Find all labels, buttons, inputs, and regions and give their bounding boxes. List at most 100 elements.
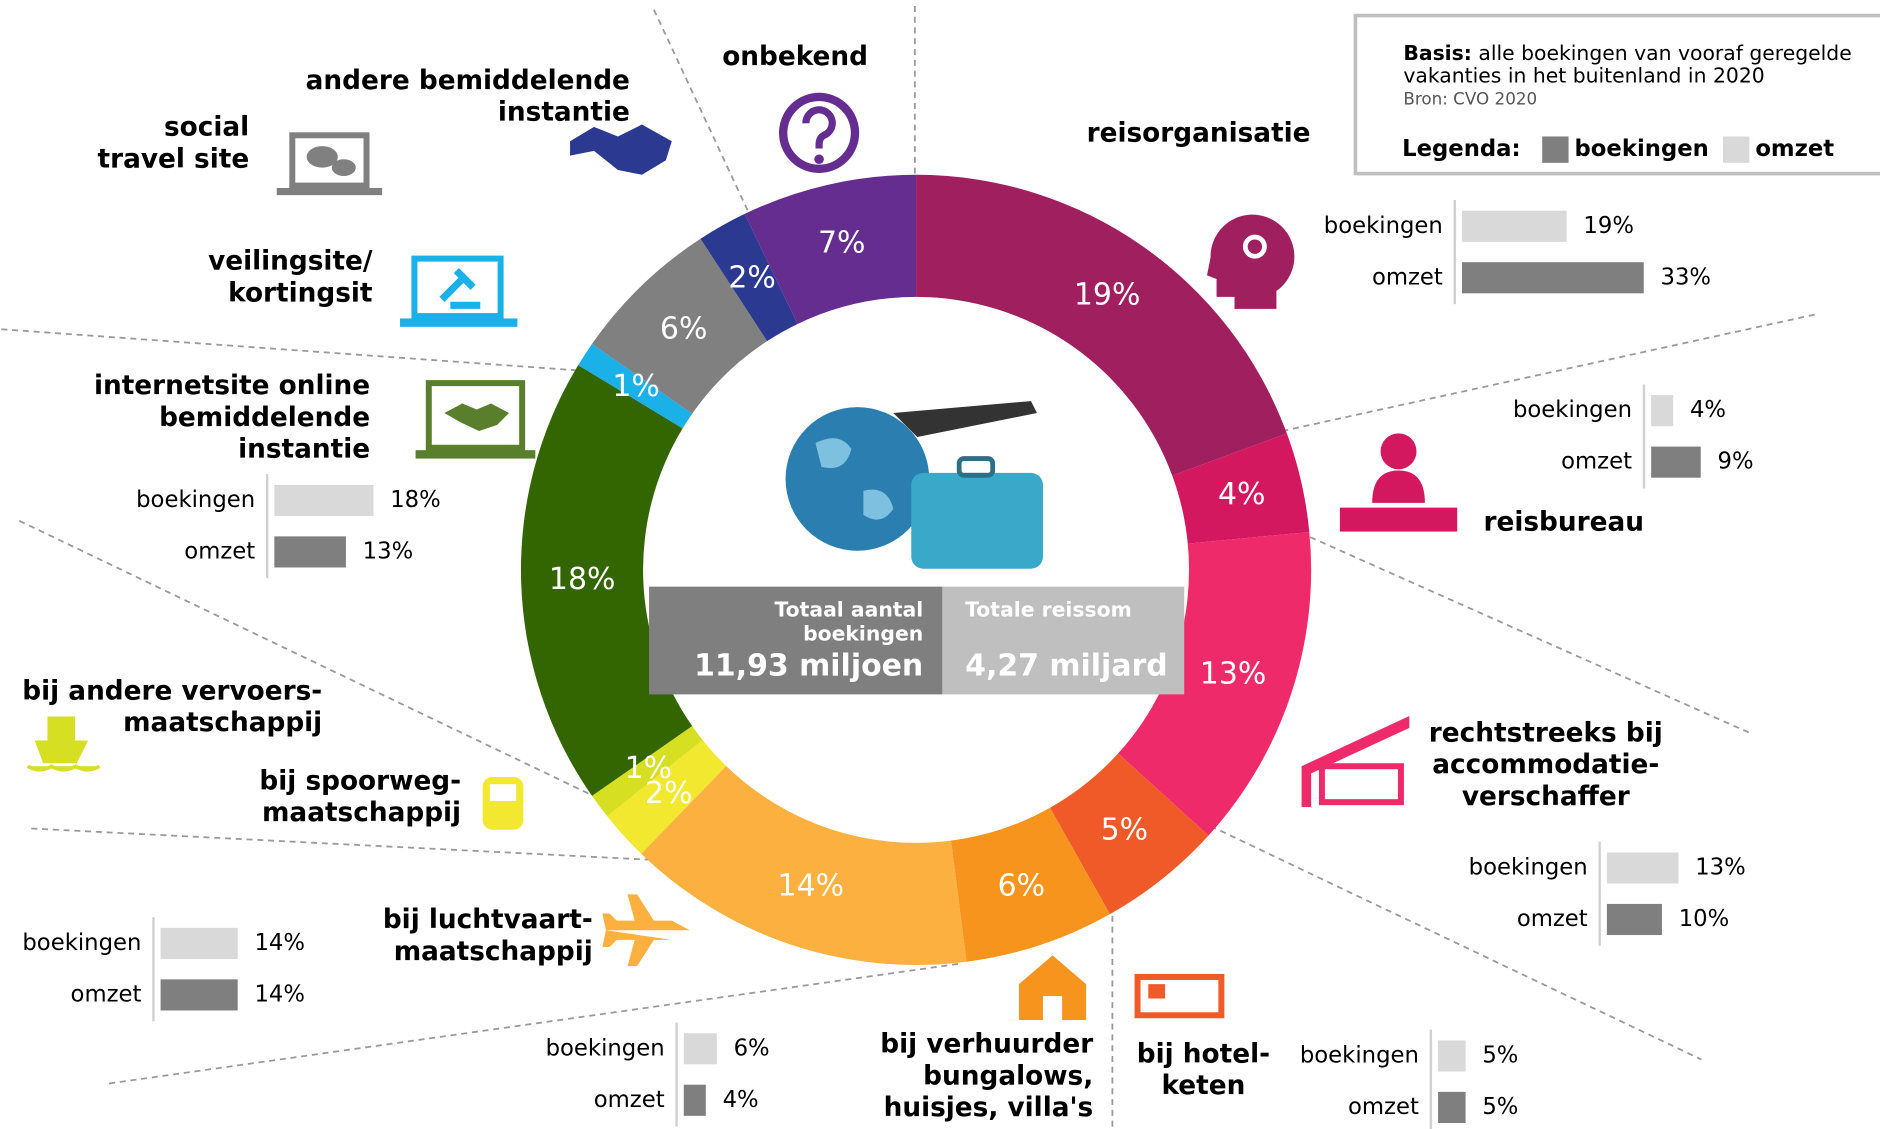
bar-category: boekingen [1469, 855, 1588, 881]
center-title: Totale reissom [965, 598, 1132, 622]
bar-value: 10% [1679, 906, 1730, 932]
category-label: rechtstreeks bij [1429, 718, 1663, 748]
bar [1438, 1040, 1466, 1072]
bar [1606, 852, 1679, 884]
category-label: travel site [98, 144, 250, 174]
legend-swatch [1722, 136, 1750, 163]
donut-segment [578, 343, 693, 429]
segment-label: 19% [1074, 277, 1141, 312]
bar-category: boekingen [1300, 1042, 1419, 1068]
donut-segment [1172, 433, 1310, 544]
center-illustration [785, 401, 1043, 569]
category-label: bungalows, [923, 1061, 1093, 1091]
category-label: andere bemiddelende [306, 66, 630, 96]
category-label: maatschappij [123, 708, 322, 738]
bar-category: omzet [1517, 906, 1588, 932]
bar-category: omzet [1348, 1094, 1419, 1120]
bar-value: 14% [254, 930, 305, 956]
donut-segment [700, 213, 798, 342]
bar-value: 13% [363, 538, 414, 564]
segment-label: 1% [612, 369, 659, 404]
category-label: maatschappij [394, 937, 593, 967]
bar [1438, 1091, 1466, 1124]
bar-value: 6% [734, 1035, 770, 1061]
legend-label: boekingen [1575, 136, 1709, 162]
category-label: reisorganisatie [1087, 119, 1311, 149]
leader-lines [1, 5, 1819, 1129]
donut-segment [916, 174, 1287, 476]
bar [1461, 262, 1644, 294]
note-bold: Basis: [1403, 41, 1472, 65]
donut-segment [607, 740, 727, 854]
category-label: keten [1161, 1071, 1245, 1101]
donut-segment [950, 807, 1110, 962]
category-label: veilingsite/ [208, 247, 373, 277]
category-label: accommodatie- [1432, 750, 1659, 780]
segment-label: 2% [645, 776, 692, 811]
bar-value: 33% [1661, 264, 1712, 290]
category-label: bij verhuurder [880, 1030, 1093, 1060]
bar-value: 4% [1690, 397, 1726, 423]
segment-label: 18% [549, 562, 616, 597]
bar-value: 9% [1717, 449, 1753, 475]
bar-value: 18% [390, 487, 441, 513]
center-box-right [942, 586, 1185, 695]
category-label: onbekend [722, 42, 868, 72]
bar-category: boekingen [22, 930, 141, 956]
bar [1651, 446, 1701, 478]
bar [274, 536, 346, 568]
category-label: bij spoorweg- [259, 766, 461, 796]
bar-category: omzet [1372, 264, 1443, 290]
bar-value: 19% [1583, 213, 1634, 239]
category-label: reisbureau [1484, 508, 1644, 538]
bar [1461, 210, 1567, 242]
bar-category: omzet [71, 981, 142, 1007]
icons [26, 92, 1458, 1021]
donut-segment [592, 726, 703, 817]
category-label: bij hotel- [1137, 1039, 1270, 1069]
segment-label: 13% [1200, 657, 1267, 692]
note-line: vakanties in het buitenland in 2020 [1403, 64, 1764, 88]
bar-value: 13% [1695, 855, 1746, 881]
segment-label: 5% [1101, 813, 1148, 848]
donut-segment [641, 765, 967, 965]
category-label: kortingsit [228, 278, 372, 308]
bar-value: 4% [723, 1087, 759, 1113]
center-box-left [649, 586, 943, 695]
bar-category: omzet [184, 538, 255, 564]
category-label: bij andere vervoers- [22, 677, 322, 707]
center-value: 4,27 miljard [965, 648, 1168, 683]
bar [683, 1084, 706, 1116]
note-line: alle boekingen van vooraf geregelde [1478, 41, 1851, 65]
category-label: bij luchtvaart- [383, 905, 593, 935]
legend-swatch [1542, 136, 1569, 163]
bar [160, 927, 238, 959]
segment-label: 2% [728, 260, 775, 295]
segment-label: 7% [818, 226, 865, 261]
bar-category: boekingen [1513, 397, 1632, 423]
category-label: instantie [238, 435, 370, 465]
category-label: instantie [498, 98, 630, 128]
legend-title: Legenda: [1402, 136, 1521, 162]
bar-category: boekingen [546, 1035, 665, 1061]
segment-label: 4% [1218, 477, 1265, 512]
donut-segment [1118, 531, 1312, 836]
bar [683, 1033, 717, 1065]
bar-category: boekingen [1324, 213, 1443, 239]
bar-category: omzet [594, 1087, 665, 1113]
bar [160, 979, 238, 1011]
segment-label: 1% [625, 751, 672, 786]
bar-value: 14% [254, 981, 305, 1007]
bar [1651, 395, 1674, 427]
segment-label: 6% [660, 311, 707, 346]
category-label: huisjes, villa's [884, 1093, 1094, 1123]
bar-category: omzet [1561, 449, 1632, 475]
bar-value: 5% [1482, 1094, 1518, 1120]
category-label: bemiddelende [159, 403, 370, 433]
bar-category: boekingen [136, 487, 255, 513]
category-label: verschaffer [1462, 782, 1630, 812]
center-title: Totaal aantal [774, 598, 923, 622]
category-label: social [164, 113, 249, 143]
bar [1606, 903, 1662, 936]
